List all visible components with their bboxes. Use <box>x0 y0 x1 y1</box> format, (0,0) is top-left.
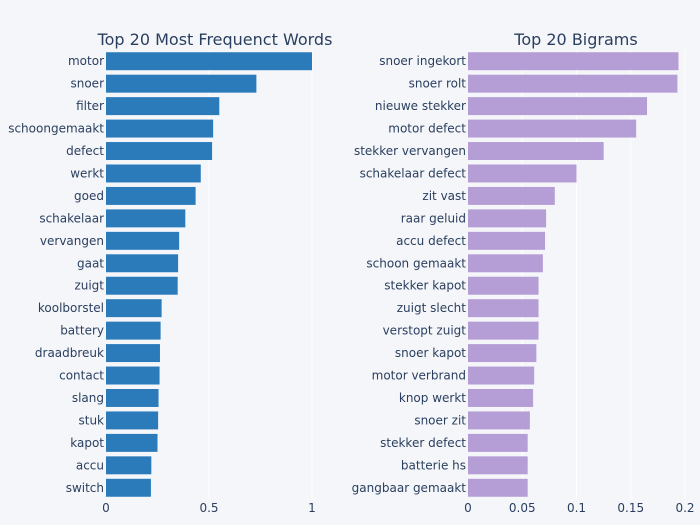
left-category-label: slang <box>72 391 104 405</box>
left-category-label: werkt <box>70 166 104 180</box>
right-bar <box>468 478 528 497</box>
right-bar <box>468 74 678 93</box>
left-bar <box>106 321 161 340</box>
left-bar <box>106 366 160 385</box>
right-bar <box>468 366 535 385</box>
left-bar <box>106 344 160 363</box>
left-bar <box>106 74 257 93</box>
right-category-label: snoer rolt <box>409 77 467 91</box>
right-category-label: zit vast <box>422 189 466 203</box>
left-category-label: battery <box>60 324 104 338</box>
right-category-label: stekker kapot <box>384 279 466 293</box>
right-category-label: stekker vervangen <box>354 144 466 158</box>
right-category-label: accu defect <box>396 234 466 248</box>
right-bar <box>468 388 534 407</box>
right-bar <box>468 433 528 452</box>
left-category-label: gaat <box>77 256 104 270</box>
left-category-label: defect <box>66 144 104 158</box>
right-x-tick-label: 0.1 <box>567 501 586 515</box>
right-category-label: snoer kapot <box>395 346 466 360</box>
right-category-label: motor defect <box>388 122 466 136</box>
right-category-label: nieuwe stekker <box>375 99 466 113</box>
left-category-label: koolborstel <box>38 301 104 315</box>
right-bar <box>468 254 543 273</box>
right-x-tick-label: 0.2 <box>675 501 694 515</box>
left-category-label: kapot <box>70 436 104 450</box>
left-x-tick-label: 0.5 <box>199 501 218 515</box>
right-chart-panel: snoer ingekort snoer rolt nieuwe stekker mo… <box>352 50 695 515</box>
right-bar <box>468 97 648 116</box>
left-category-label: goed <box>74 189 104 203</box>
right-bar <box>468 344 537 363</box>
left-category-label: switch <box>66 481 104 495</box>
left-category-label: contact <box>59 369 104 383</box>
right-category-label: verstopt zuigt <box>383 324 467 338</box>
left-bar <box>106 254 179 273</box>
right-category-label: zuigt slecht <box>397 301 467 315</box>
left-bar <box>106 433 158 452</box>
left-bar <box>106 478 151 497</box>
left-category-label: draadbreuk <box>35 346 104 360</box>
left-x-tick-label: 0 <box>102 501 110 515</box>
left-bar <box>106 388 159 407</box>
left-bar <box>106 209 186 228</box>
left-chart-panel: motor snoer filter schoongemaakt defect werkt… <box>8 50 316 515</box>
right-category-label: snoer ingekort <box>379 54 466 68</box>
left-category-label: vervangen <box>40 234 104 248</box>
left-bar <box>106 52 312 71</box>
left-x-tick-label: 1 <box>308 501 316 515</box>
right-x-tick-label: 0.05 <box>509 501 536 515</box>
right-category-label: batterie hs <box>401 458 466 472</box>
right-category-label: motor verbrand <box>372 369 466 383</box>
right-category-label: raar geluid <box>401 211 466 225</box>
left-category-label: snoer <box>70 77 104 91</box>
left-bar <box>106 299 162 318</box>
right-bar <box>468 231 546 250</box>
left-bar <box>106 276 178 295</box>
right-category-label: schakelaar defect <box>360 166 467 180</box>
right-bar <box>468 456 528 475</box>
left-category-label: schoongemaakt <box>8 122 104 136</box>
right-bar <box>468 276 539 295</box>
left-category-label: motor <box>68 54 104 68</box>
right-bar <box>468 321 539 340</box>
right-bar <box>468 119 637 138</box>
left-category-label: stuk <box>78 413 104 427</box>
left-bar <box>106 97 220 116</box>
left-chart-title: Top 20 Most Frequenct Words <box>97 30 333 49</box>
right-category-label: stekker defect <box>380 436 466 450</box>
left-bar <box>106 186 196 205</box>
left-bar <box>106 119 214 138</box>
right-category-label: schoon gemaakt <box>366 256 466 270</box>
right-category-label: snoer zit <box>414 413 466 427</box>
right-bar <box>468 209 547 228</box>
right-bar <box>468 164 577 183</box>
right-category-label: gangbaar gemaakt <box>352 481 467 495</box>
left-category-label: schakelaar <box>39 211 104 225</box>
left-category-label: accu <box>76 458 104 472</box>
right-x-tick-label: 0 <box>464 501 472 515</box>
right-bar <box>468 411 530 430</box>
right-bar <box>468 52 679 71</box>
left-bar <box>106 164 201 183</box>
right-x-tick-label: 0.15 <box>617 501 644 515</box>
right-chart-title: Top 20 Bigrams <box>513 30 637 49</box>
left-bar <box>106 142 213 161</box>
right-bar <box>468 186 555 205</box>
left-category-label: zuigt <box>74 279 104 293</box>
right-category-label: knop werkt <box>399 391 466 405</box>
left-bar <box>106 231 180 250</box>
right-bar <box>468 142 604 161</box>
left-category-label: filter <box>76 99 104 113</box>
right-bar <box>468 299 539 318</box>
left-bar <box>106 456 152 475</box>
left-bar <box>106 411 159 430</box>
